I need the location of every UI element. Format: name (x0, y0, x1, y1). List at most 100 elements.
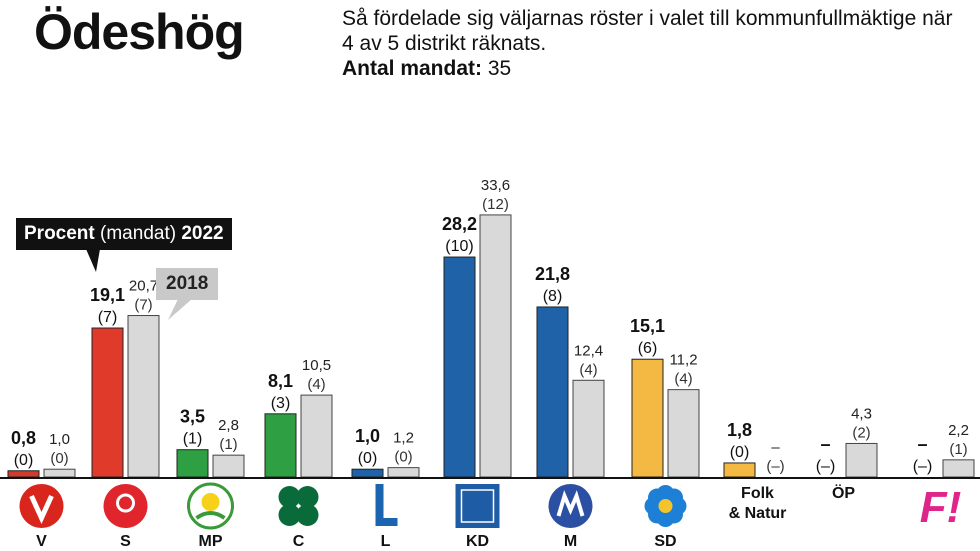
legend-previous-year: 2018 (156, 268, 219, 300)
value-label-2018-6: 12,4 (574, 342, 603, 359)
bar-2018-4 (387, 467, 420, 478)
value-label-2022-7: 15,1 (630, 316, 665, 336)
seat-label-2018-7: (4) (674, 371, 692, 388)
logos-group: F! (19, 482, 962, 532)
bar-2022-1 (91, 327, 124, 478)
value-label-2022-10: – (917, 434, 927, 454)
seats-value: 35 (487, 57, 512, 80)
bar-2018-2 (212, 454, 245, 478)
seat-label-2022-0: (0) (14, 452, 34, 469)
l-logo-icon (375, 484, 398, 526)
v-logo-icon (19, 484, 64, 528)
value-label-2018-3: 10,5 (302, 357, 331, 374)
s-rose-logo-icon (103, 484, 148, 528)
value-label-2018-4: 1,2 (393, 430, 414, 447)
value-label-2022-2: 3,5 (180, 407, 205, 427)
value-label-2018-9: 4,3 (851, 405, 872, 422)
bar-2022-7 (631, 358, 664, 478)
value-label-2018-5: 33,6 (481, 177, 510, 194)
category-label-7: SD (654, 533, 676, 550)
seat-label-2022-1: (7) (98, 309, 118, 326)
labels-group: 0,8 (0) 1,0 (0) V 19,1 (7) 20,7 (7) S 3,5 (1) 2,8 (1)… (11, 177, 969, 550)
legend-current-middle: (mandat) (94, 223, 182, 244)
bar-2022-5 (443, 256, 476, 478)
category-label-2: MP (199, 533, 223, 550)
m-logo-icon (548, 484, 593, 528)
seats-label: Antal mandat: (342, 57, 483, 80)
category-label-6: M (564, 533, 577, 550)
value-label-2022-9: – (820, 434, 830, 454)
seat-label-2022-6: (8) (543, 288, 563, 305)
bar-2022-2 (176, 449, 209, 478)
value-label-2018-1: 20,7 (129, 278, 158, 295)
seat-label-2022-7: (6) (638, 340, 658, 357)
value-label-2022-5: 28,2 (442, 214, 477, 234)
seat-label-2018-10: (1) (949, 441, 967, 458)
bar-2022-0 (7, 470, 40, 478)
value-label-2022-3: 8,1 (268, 371, 293, 391)
seat-label-2022-10: (–) (913, 458, 933, 475)
category-label-8-line1: Folk (741, 485, 774, 502)
bars-group (7, 214, 975, 478)
seat-label-2018-1: (7) (134, 297, 152, 314)
bar-2018-6 (572, 379, 605, 478)
value-label-2018-2: 2,8 (218, 417, 239, 434)
legend-current-year-label: 2022 (181, 223, 224, 244)
bar-2018-9 (845, 442, 878, 478)
kd-logo-icon (455, 484, 500, 528)
bar-2018-7 (667, 389, 700, 478)
seat-label-2022-5: (10) (445, 238, 473, 255)
f-logo-icon: F! (920, 483, 962, 532)
legend-current-year: Procent (mandat) 2022 (16, 218, 232, 250)
bar-2018-3 (300, 394, 333, 478)
seat-label-2022-4: (0) (358, 450, 378, 467)
category-label-3: C (293, 533, 305, 550)
seat-label-2022-2: (1) (183, 431, 203, 448)
value-label-2022-6: 21,8 (535, 264, 570, 284)
subtitle-text: Så fördelade sig väljarnas röster i vale… (342, 7, 953, 55)
bar-2018-5 (479, 214, 512, 478)
seat-label-2018-4: (0) (394, 449, 412, 466)
seat-label-2018-0: (0) (50, 450, 68, 467)
c-clover-logo-icon (278, 486, 319, 526)
bar-2022-6 (536, 306, 569, 478)
value-label-2018-0: 1,0 (49, 431, 70, 448)
chart-subtitle: Så fördelade sig väljarnas röster i vale… (342, 6, 962, 81)
category-label-0: V (36, 533, 47, 550)
category-label-4: L (381, 533, 391, 550)
category-label-1: S (120, 533, 131, 550)
seat-label-2018-2: (1) (219, 436, 237, 453)
category-label-5: KD (466, 533, 489, 550)
seat-label-2018-6: (4) (579, 361, 597, 378)
value-label-2018-8: – (771, 439, 780, 456)
seat-label-2018-3: (4) (307, 376, 325, 393)
bar-2018-0 (43, 468, 76, 478)
bar-2018-1 (127, 315, 160, 478)
legend-current-prefix: Procent (24, 223, 95, 244)
bar-2022-8 (723, 462, 756, 478)
callout-2022-pointer (86, 249, 100, 272)
value-label-2022-1: 19,1 (90, 285, 125, 305)
value-label-2018-7: 11,2 (669, 352, 697, 369)
seat-label-2022-9: (–) (816, 458, 836, 475)
category-label-8-line2: & Natur (729, 505, 787, 522)
value-label-2018-10: 2,2 (948, 422, 969, 439)
bar-2022-3 (264, 413, 297, 478)
value-label-2022-0: 0,8 (11, 428, 36, 448)
category-label-9: ÖP (832, 483, 855, 502)
sd-flower-logo-icon (644, 485, 687, 527)
bar-2022-4 (351, 468, 384, 478)
seat-label-2018-8: (–) (766, 458, 784, 475)
value-label-2022-8: 1,8 (727, 420, 752, 440)
svg-text:F!: F! (920, 483, 962, 532)
page-title: Ödeshög (34, 4, 245, 60)
seat-label-2022-3: (3) (271, 395, 291, 412)
mp-dandelion-logo-icon (187, 482, 234, 530)
value-label-2022-4: 1,0 (355, 426, 380, 446)
seat-label-2022-8: (0) (730, 444, 750, 461)
callout-2018-pointer (168, 299, 192, 320)
seat-label-2018-9: (2) (852, 424, 870, 441)
seat-label-2018-5: (12) (482, 196, 509, 213)
bar-2018-10 (942, 459, 975, 478)
